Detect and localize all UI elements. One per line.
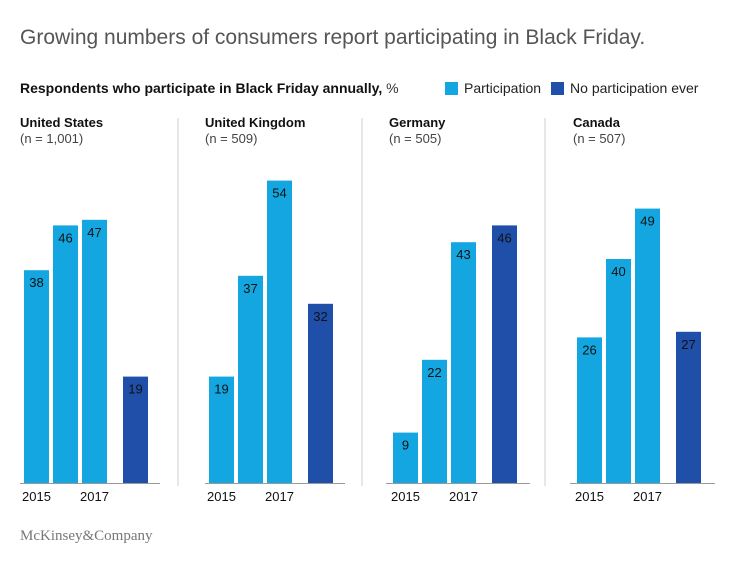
bar-canada-4 <box>676 331 701 483</box>
bar-united-kingdom-2 <box>238 275 263 483</box>
chart-legend: Participation No participation ever <box>445 80 708 96</box>
bar-value-label: 47 <box>87 225 101 240</box>
bar-germany-4 <box>492 225 517 483</box>
bar-united-states-3 <box>82 219 107 484</box>
bar-germany-1 <box>393 432 418 483</box>
panel-title-united-states: United States <box>20 115 103 130</box>
bar-germany-3 <box>451 242 476 483</box>
bar-united-kingdom-3 <box>267 180 292 483</box>
x-tick-label: 2017 <box>80 489 109 504</box>
bar-value-label: 54 <box>272 186 286 201</box>
panel-sample-size-germany: (n = 505) <box>389 131 441 146</box>
bar-united-states-2 <box>53 225 78 483</box>
bar-united-states-1 <box>24 270 49 483</box>
panel-title-canada: Canada <box>573 115 621 130</box>
chart-title: Growing numbers of consumers report part… <box>20 26 646 49</box>
bar-value-label: 22 <box>427 365 441 380</box>
x-tick-label: 2015 <box>22 489 51 504</box>
legend-swatch-participation <box>445 81 458 95</box>
bar-value-label: 26 <box>582 342 596 357</box>
bar-value-label: 40 <box>611 264 625 279</box>
x-tick-label: 2015 <box>207 489 236 504</box>
x-tick-label: 2017 <box>633 489 662 504</box>
bar-value-label: 32 <box>313 309 327 324</box>
bar-germany-2 <box>422 359 447 483</box>
bar-value-label: 19 <box>214 382 228 397</box>
bar-united-states-4 <box>123 376 148 483</box>
legend-label-participation: Participation <box>464 80 542 96</box>
legend-label-no-participation: No participation ever <box>570 80 699 96</box>
chart-subtitle-unit: % <box>386 80 399 96</box>
chart-subtitle: Respondents who participate in Black Fri… <box>20 80 399 96</box>
bar-value-label: 46 <box>497 230 511 245</box>
bar-value-label: 27 <box>681 337 695 352</box>
x-tick-label: 2015 <box>391 489 420 504</box>
x-tick-label: 2017 <box>265 489 294 504</box>
panel-sample-size-united-kingdom: (n = 509) <box>205 131 257 146</box>
legend-swatch-no-participation <box>551 81 565 95</box>
bar-value-label: 49 <box>640 214 654 229</box>
panel-title-united-kingdom: United Kingdom <box>205 115 305 130</box>
bar-value-label: 37 <box>243 281 257 296</box>
bar-value-label: 43 <box>456 247 470 262</box>
x-tick-label: 2015 <box>575 489 604 504</box>
bar-united-kingdom-4 <box>308 303 333 483</box>
x-tick-label: 2017 <box>449 489 478 504</box>
legend-item-no-participation: No participation ever <box>551 80 698 96</box>
legend-item-participation: Participation <box>445 80 541 96</box>
bar-canada-2 <box>606 259 631 483</box>
bar-canada-1 <box>577 337 602 483</box>
panel-title-germany: Germany <box>389 115 446 130</box>
brand-logo: McKinsey&Company <box>20 528 153 544</box>
bar-value-label: 46 <box>58 230 72 245</box>
chart-subtitle-text: Respondents who participate in Black Fri… <box>20 80 383 96</box>
panel-sample-size-united-states: (n = 1,001) <box>20 131 83 146</box>
bar-united-kingdom-1 <box>209 376 234 483</box>
bar-value-label: 19 <box>128 382 142 397</box>
bar-value-label: 9 <box>402 438 409 453</box>
bar-canada-3 <box>635 208 660 483</box>
bar-value-label: 38 <box>29 275 43 290</box>
panel-sample-size-canada: (n = 507) <box>573 131 625 146</box>
